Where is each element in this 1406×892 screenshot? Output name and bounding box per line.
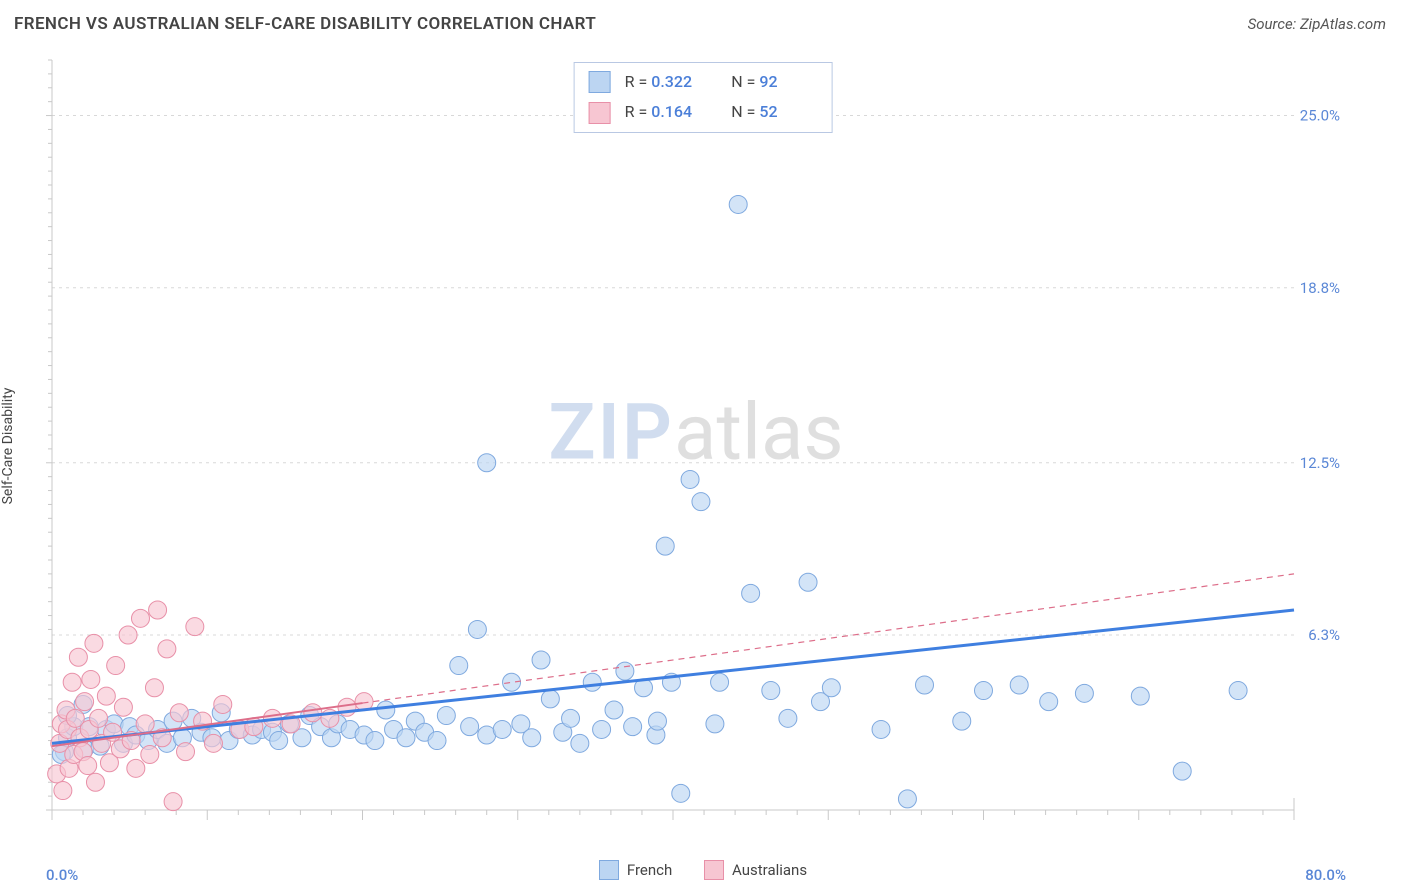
legend-item-australians: Australians xyxy=(704,860,807,880)
scatter-plot-svg: 6.3% 12.5% 18.8% 25.0% xyxy=(46,54,1346,844)
legend-item-french: French xyxy=(599,860,672,880)
svg-text:18.8%: 18.8% xyxy=(1300,279,1340,297)
legend-row-french: R = 0.322 N = 92 xyxy=(589,67,818,97)
stat-legend: R = 0.322 N = 92 R = 0.164 N = 52 xyxy=(574,62,833,133)
source-attribution: Source: ZipAtlas.com xyxy=(1248,15,1386,33)
chart-area: 6.3%12.5%18.8%25.0% ZIPatlas xyxy=(46,54,1346,844)
series-legend: French Australians xyxy=(0,860,1406,884)
y-axis-label: Self-Care Disability xyxy=(0,388,16,505)
chart-title: FRENCH VS AUSTRALIAN SELF-CARE DISABILIT… xyxy=(14,14,596,34)
svg-text:6.3%: 6.3% xyxy=(1308,626,1340,644)
legend-row-australians: R = 0.164 N = 52 xyxy=(589,97,818,127)
svg-text:25.0%: 25.0% xyxy=(1300,107,1340,125)
svg-text:12.5%: 12.5% xyxy=(1300,454,1340,472)
